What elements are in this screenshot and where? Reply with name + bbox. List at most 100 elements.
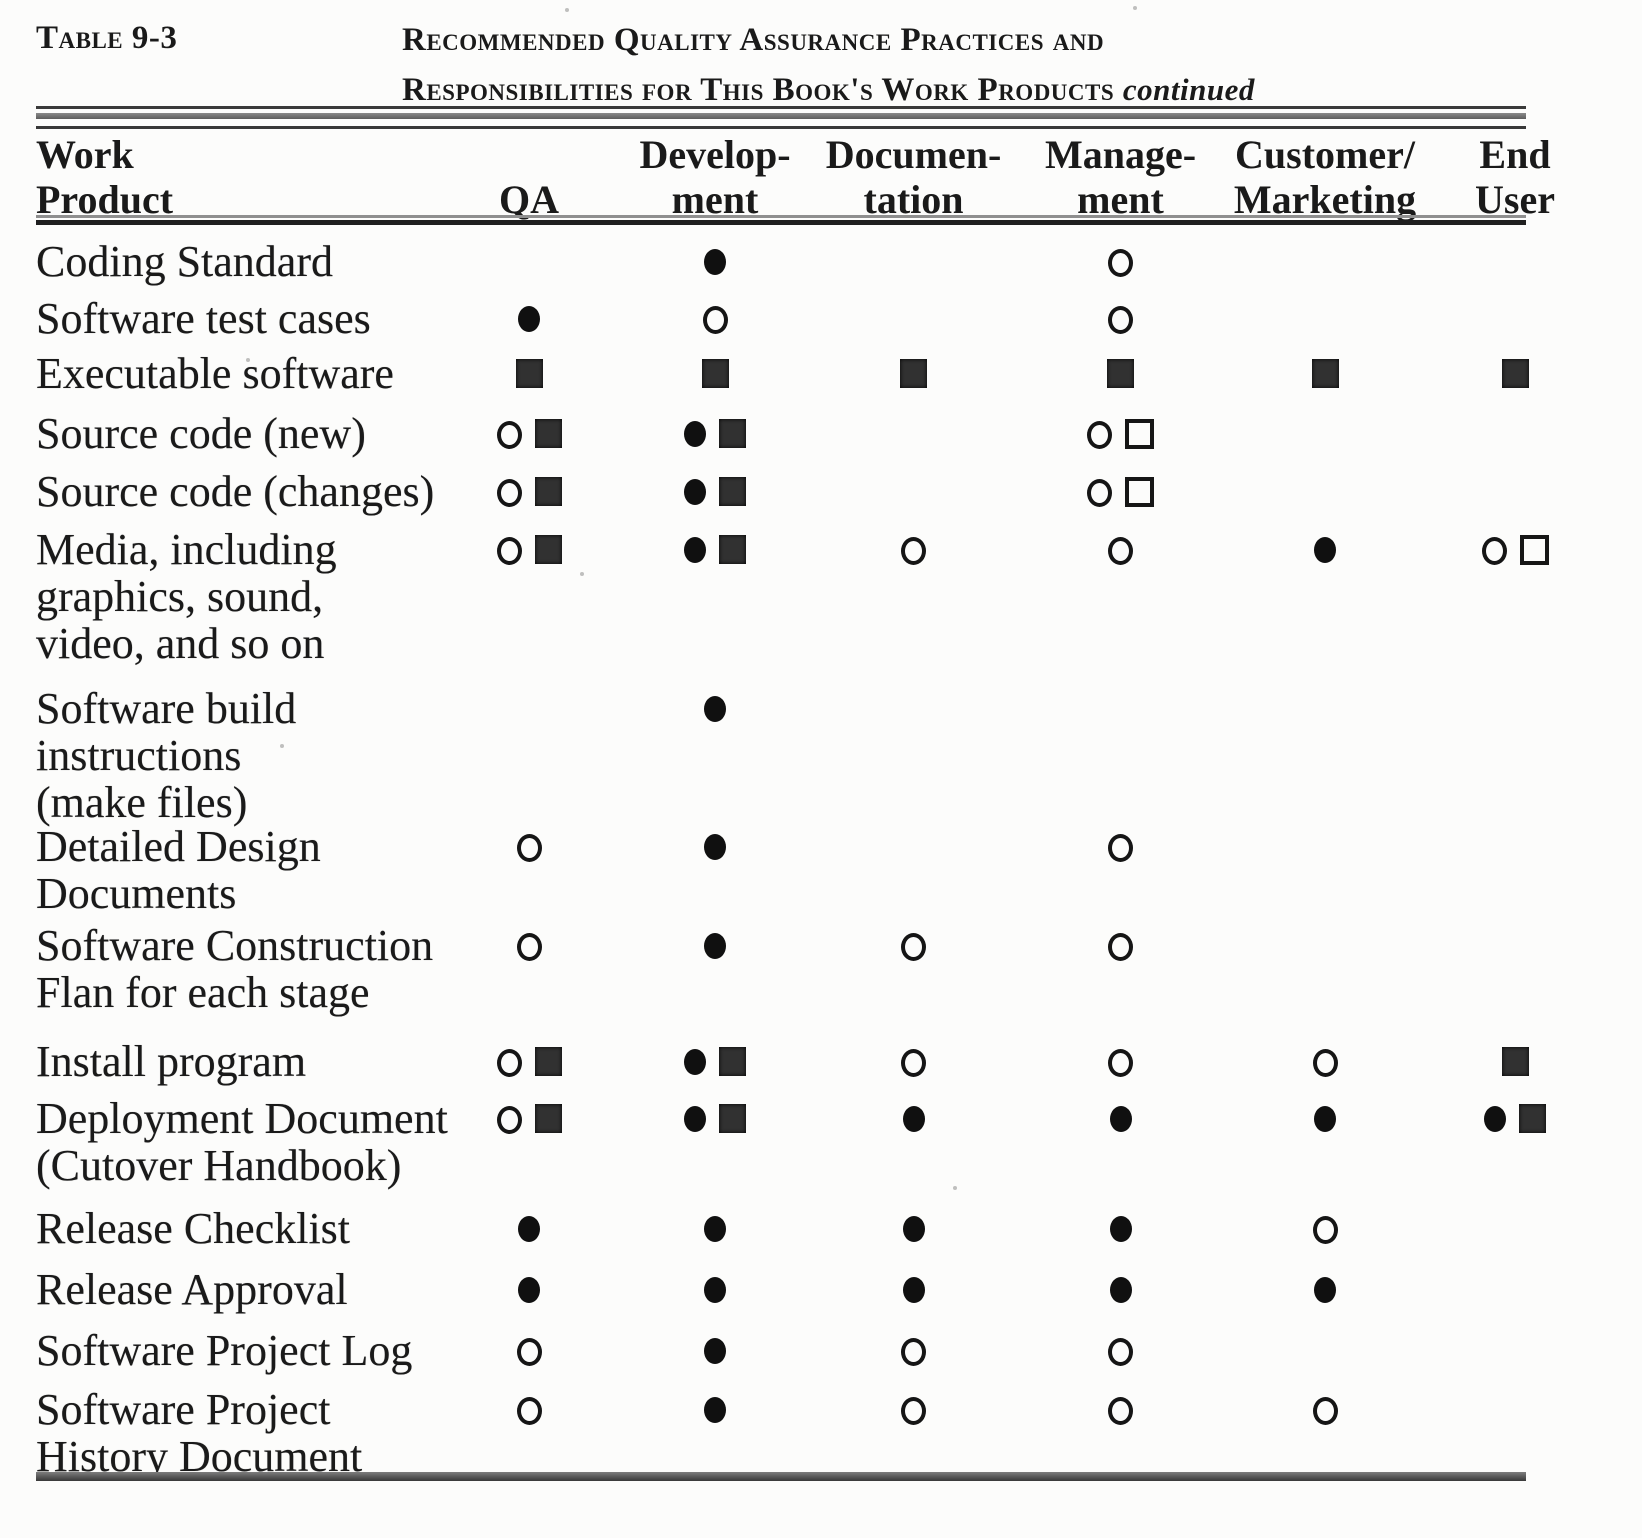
cell-qa (440, 823, 618, 862)
filled-circle-icon (684, 1049, 706, 1075)
scan-speck (280, 744, 284, 748)
row-label: Executable software (36, 350, 440, 397)
cell-management (1015, 1386, 1226, 1425)
filled-square-icon (1501, 359, 1529, 388)
cell-qa (440, 468, 618, 507)
cell-qa (440, 1266, 618, 1303)
row-label-line: instructions (36, 731, 242, 780)
table-title-line1: Recommended Quality Assurance Practices … (402, 22, 1105, 58)
filled-circle-icon (1484, 1106, 1506, 1132)
filled-square-icon (534, 1104, 562, 1133)
open-circle-icon (516, 1397, 542, 1425)
open-circle-icon (1108, 249, 1133, 277)
cell-management (1015, 295, 1226, 334)
cell-development (618, 526, 812, 564)
filled-square-icon (701, 359, 729, 388)
open-circle-icon (1087, 421, 1112, 449)
column-header-line: ment (1077, 177, 1164, 222)
table-row: Software Construction Flan for each stage (36, 922, 1606, 1016)
open-circle-icon (496, 421, 522, 449)
column-header-work-product: Work Product (36, 130, 440, 222)
header-underline (36, 220, 1526, 225)
column-header-line: Customer/ (1235, 132, 1415, 177)
row-label-line: Detailed Design (36, 822, 321, 871)
filled-square-icon (534, 1047, 562, 1076)
open-circle-icon (496, 1049, 522, 1077)
filled-circle-icon (1109, 1106, 1132, 1132)
open-circle-icon (901, 537, 926, 565)
cell-development (618, 468, 812, 506)
cell-qa (440, 1038, 618, 1077)
row-label: Software test cases (36, 295, 440, 342)
scan-speck (580, 572, 584, 576)
column-header-customer-marketing: Customer/Marketing (1226, 130, 1424, 222)
cell-documentation (812, 1205, 1015, 1242)
row-label-line: Executable software (36, 349, 394, 398)
cell-qa (440, 295, 618, 332)
column-header-line: Manage- (1044, 132, 1197, 177)
column-header-line: QA (499, 177, 559, 222)
cell-documentation (812, 1266, 1015, 1303)
open-circle-icon (1108, 933, 1133, 961)
cell-development (618, 1095, 812, 1133)
row-label-line: Install program (36, 1037, 307, 1086)
cell-development (618, 350, 812, 388)
filled-square-icon (534, 419, 562, 448)
cell-documentation (812, 685, 1015, 696)
table-row: Media, including graphics, sound, video, a… (36, 526, 1606, 667)
filled-circle-icon (518, 306, 540, 332)
cell-end-user (1424, 1386, 1606, 1397)
open-circle-icon (1108, 1397, 1133, 1425)
cell-end-user (1424, 685, 1606, 696)
cell-customer-marketing (1226, 1327, 1424, 1338)
cell-documentation (812, 922, 1015, 961)
filled-circle-icon (704, 1277, 726, 1303)
row-label-line: Deployment Document (36, 1094, 448, 1143)
cell-management (1015, 410, 1226, 449)
filled-circle-icon (1109, 1277, 1132, 1303)
filled-square-icon (1311, 359, 1339, 388)
filled-circle-icon (518, 1216, 540, 1242)
table-label: Table 9-3 (36, 20, 178, 56)
table-row: Software build instructions (make files) (36, 685, 1606, 826)
filled-square-icon (515, 359, 543, 388)
cell-customer-marketing (1226, 1386, 1424, 1425)
cell-documentation (812, 1095, 1015, 1132)
filled-circle-icon (684, 537, 706, 563)
cell-qa (440, 1327, 618, 1366)
row-label-line: Release Checklist (36, 1204, 351, 1253)
cell-customer-marketing (1226, 238, 1424, 249)
row-label: Release Checklist (36, 1205, 440, 1252)
cell-documentation (812, 410, 1015, 421)
open-circle-icon (702, 306, 728, 334)
cell-management (1015, 922, 1226, 961)
table-row: Software Project History Document (36, 1386, 1606, 1480)
cell-development (618, 922, 812, 959)
cell-documentation (812, 1386, 1015, 1425)
open-circle-icon (1108, 834, 1133, 862)
row-label: Install program (36, 1038, 440, 1085)
filled-square-icon (1501, 1047, 1529, 1076)
cell-development (618, 685, 812, 722)
cell-end-user (1424, 238, 1606, 249)
open-square-icon (1519, 535, 1549, 565)
open-circle-icon (496, 1106, 522, 1134)
cell-management (1015, 1205, 1226, 1242)
cell-development (618, 1266, 812, 1303)
cell-qa (440, 1386, 618, 1425)
scan-speck (953, 1186, 957, 1190)
row-label: Detailed Design Documents (36, 823, 440, 917)
cell-end-user (1424, 823, 1606, 834)
table-header-row: Work Product QA Develop-ment Documen-tation M… (36, 130, 1606, 222)
row-label-line: video, and so on (36, 619, 325, 668)
cell-customer-marketing (1226, 350, 1424, 388)
cell-qa (440, 350, 618, 388)
cell-end-user (1424, 526, 1606, 565)
open-circle-icon (1312, 1216, 1338, 1244)
cell-development (618, 823, 812, 860)
open-circle-icon (1108, 1338, 1133, 1366)
cell-development (618, 1386, 812, 1423)
row-label-line: Media, including (36, 525, 337, 574)
row-label: Coding Standard (36, 238, 440, 285)
